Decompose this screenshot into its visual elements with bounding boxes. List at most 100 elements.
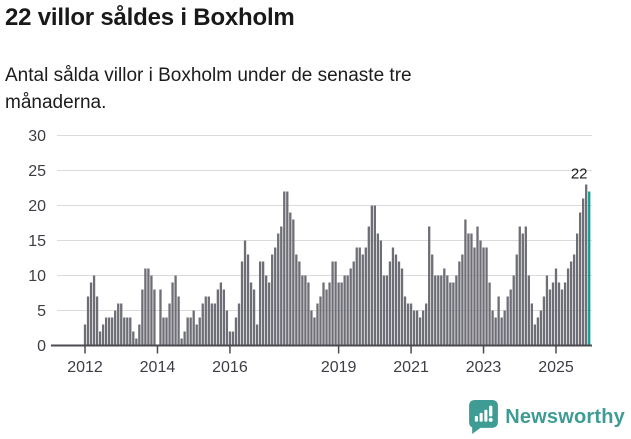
bar <box>464 219 467 346</box>
bar <box>434 275 437 346</box>
bar <box>277 233 280 346</box>
bar <box>557 282 561 346</box>
subtitle-line: Antal sålda villor i Boxholm under de se… <box>5 65 412 86</box>
y-tick-label: 5 <box>37 303 46 320</box>
bar <box>171 282 174 346</box>
bar <box>503 310 506 346</box>
bar <box>213 303 216 346</box>
x-tick-label: 2025 <box>538 359 574 376</box>
bar <box>126 317 129 346</box>
bar <box>349 268 352 346</box>
bar-chart: 0 5 10 15 20 25 30 2012 2014 2016 2019 2021 2023 2025… <box>0 120 631 390</box>
bar <box>548 289 552 346</box>
bar <box>355 247 358 346</box>
bar <box>180 338 183 346</box>
bar <box>104 317 108 346</box>
bar <box>452 282 455 346</box>
bar <box>274 247 277 346</box>
bar <box>283 191 286 346</box>
bar <box>261 261 265 346</box>
bar <box>292 219 295 346</box>
x-tick-label: 2019 <box>321 359 357 376</box>
bar <box>304 275 307 346</box>
bar <box>373 205 376 346</box>
bar <box>237 303 241 346</box>
bar <box>382 275 386 346</box>
bar <box>319 296 322 346</box>
bar <box>539 310 543 346</box>
bar <box>352 261 355 346</box>
bar <box>129 317 132 346</box>
subtitle-line: månaderna. <box>5 92 107 113</box>
bar <box>328 282 331 346</box>
bar <box>280 226 283 346</box>
bar <box>147 268 150 346</box>
bar <box>509 289 512 346</box>
bar <box>485 247 488 346</box>
bar <box>494 317 497 346</box>
bar <box>252 289 256 346</box>
bar <box>258 261 262 346</box>
bar <box>358 247 361 346</box>
bar <box>141 289 144 346</box>
bar <box>533 324 537 346</box>
bar <box>343 275 346 346</box>
bar <box>488 282 491 346</box>
bar <box>376 233 380 346</box>
bar <box>225 310 229 346</box>
bar <box>301 275 304 346</box>
bar <box>572 254 576 346</box>
bar <box>575 233 579 346</box>
bar <box>473 247 476 346</box>
bar <box>443 268 446 346</box>
bar <box>500 317 503 346</box>
bar <box>114 310 117 346</box>
bar <box>207 296 210 346</box>
newsworthy-logo-text: Newsworthy <box>505 405 625 428</box>
y-tick-label: 30 <box>28 128 46 145</box>
bar <box>515 254 518 346</box>
bar <box>289 212 292 346</box>
y-tick-label: 10 <box>28 268 46 285</box>
bar <box>120 303 123 346</box>
bar <box>425 303 428 346</box>
bar <box>455 275 458 346</box>
bar <box>189 317 192 346</box>
bar <box>268 282 271 346</box>
newsworthy-logo-icon <box>469 400 499 434</box>
bar <box>101 324 105 346</box>
bar <box>246 254 250 346</box>
bar <box>406 303 410 346</box>
bar <box>108 317 111 346</box>
y-tick-label: 0 <box>37 338 46 355</box>
bar <box>198 317 201 346</box>
bar <box>123 317 126 346</box>
bar <box>428 226 431 346</box>
bar <box>204 296 207 346</box>
bar <box>234 317 238 346</box>
bar <box>322 282 325 346</box>
bar <box>340 282 343 346</box>
bar <box>370 205 373 346</box>
bar <box>222 289 226 346</box>
bar <box>243 240 247 346</box>
bar <box>449 282 452 346</box>
bar <box>470 233 473 346</box>
chart-subtitle: Antal sålda villor i Boxholm under de se… <box>5 62 565 116</box>
bar <box>153 289 156 346</box>
bar <box>446 275 449 346</box>
bar <box>585 184 588 346</box>
bar <box>159 289 162 346</box>
bar <box>298 261 301 346</box>
bar <box>310 310 313 346</box>
bar <box>545 275 549 346</box>
bar <box>95 296 99 346</box>
bar <box>582 198 585 346</box>
bar <box>524 226 527 346</box>
bar <box>521 233 524 346</box>
bar <box>409 303 413 346</box>
bar <box>138 324 141 346</box>
bar <box>334 261 337 346</box>
bar <box>240 261 244 346</box>
x-tick-label: 2016 <box>212 359 248 376</box>
